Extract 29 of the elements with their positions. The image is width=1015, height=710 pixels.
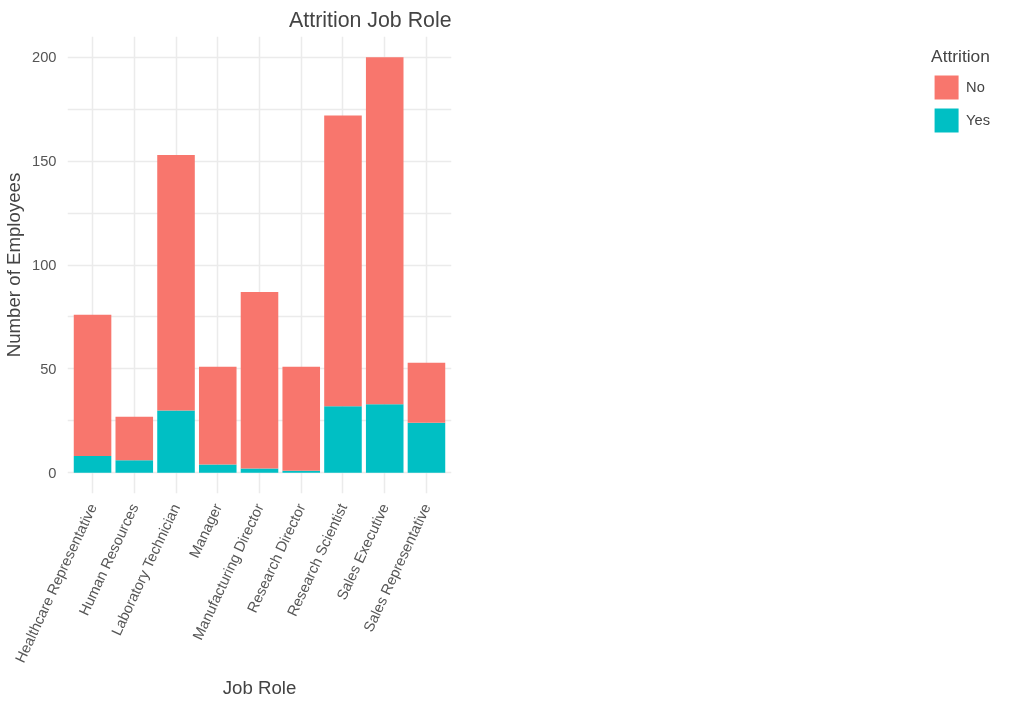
bar: [407, 362, 446, 423]
bar: [407, 422, 446, 473]
y-tick-label: 150: [32, 153, 57, 170]
x-axis-title: Job Role: [222, 676, 297, 698]
bar: [115, 416, 154, 461]
bar: [365, 57, 404, 405]
bar: [282, 470, 321, 473]
bar: [73, 314, 112, 457]
chart-title: Attrition Job Role: [289, 7, 452, 32]
y-tick-label: 50: [40, 360, 57, 377]
bar: [282, 366, 321, 471]
bar: [324, 406, 362, 473]
legend-label: No: [966, 79, 986, 95]
y-tick-label: 100: [32, 257, 57, 273]
bar: [365, 404, 404, 473]
bar: [198, 366, 237, 465]
y-tick-label: 200: [32, 49, 57, 66]
bar: [198, 464, 237, 473]
bar: [240, 292, 279, 469]
bar: [73, 456, 112, 473]
bar: [157, 410, 195, 473]
bar: [324, 115, 362, 407]
y-axis-title: Number of Employees: [3, 172, 25, 358]
y-tick-label: 0: [48, 464, 57, 481]
legend-label: Yes: [966, 112, 990, 128]
bar: [240, 468, 279, 473]
bar: [157, 154, 195, 411]
legend-title: Attrition: [931, 46, 990, 67]
bar: [115, 460, 154, 473]
